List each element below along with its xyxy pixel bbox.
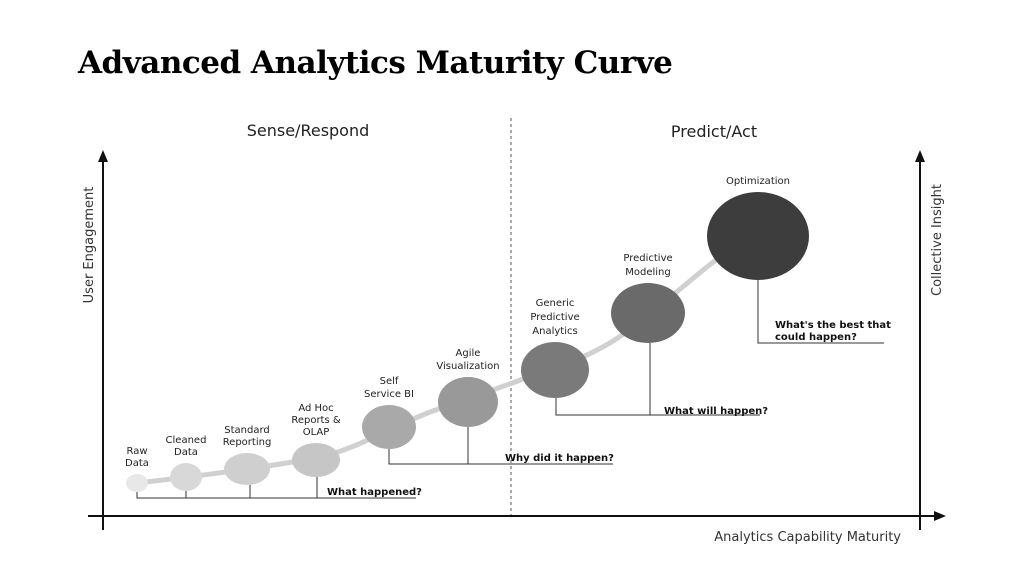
bracket: [136, 477, 416, 499]
node-label: Predictive: [530, 312, 579, 323]
stage-node: [224, 453, 270, 485]
node-label: Generic: [536, 298, 575, 309]
node-label: Standard: [224, 425, 270, 436]
node-label: Reports &: [291, 415, 341, 426]
stage-node: [521, 342, 589, 398]
node-label: Service BI: [364, 389, 414, 400]
section-label: Sense/Respond: [247, 121, 370, 140]
stage-node: [170, 463, 202, 491]
stage-node: [438, 377, 498, 427]
node-label: OLAP: [303, 427, 330, 438]
node-label: Modeling: [625, 267, 671, 278]
stage-node: [611, 283, 685, 343]
arrow: [915, 150, 925, 162]
node-label: Reporting: [223, 437, 272, 448]
bracket: [555, 343, 760, 416]
bracket: [388, 427, 613, 465]
node-label: Data: [125, 458, 149, 469]
axis-label: User Engagement: [82, 187, 97, 304]
question: What's the best that: [775, 320, 891, 331]
stage-node: [292, 443, 340, 477]
question: What will happen?: [664, 406, 768, 417]
node-label: Cleaned: [166, 435, 207, 446]
node-label: Visualization: [436, 361, 499, 372]
question: What happened?: [327, 487, 422, 498]
section-label: Predict/Act: [671, 122, 757, 141]
node-label: Ad Hoc: [298, 403, 333, 414]
node-label: Analytics: [532, 326, 577, 337]
axis-label: Collective Insight: [930, 184, 945, 296]
node-label: Raw: [126, 446, 147, 457]
node-label: Optimization: [726, 176, 790, 187]
title: Advanced Analytics Maturity Curve: [77, 45, 672, 81]
node-label: Predictive: [623, 253, 672, 264]
node-label: Agile: [456, 348, 481, 359]
node-label: Self: [380, 376, 399, 387]
question: could happen?: [775, 332, 857, 343]
stage-node: [707, 192, 809, 280]
arrow: [934, 511, 946, 521]
stage-node: [126, 474, 148, 492]
arrow: [98, 150, 108, 162]
question: Why did it happen?: [505, 453, 614, 464]
node-label: Data: [174, 447, 198, 458]
axis-label: Analytics Capability Maturity: [714, 530, 901, 545]
stage-node: [362, 405, 416, 449]
bracket: [757, 280, 884, 344]
